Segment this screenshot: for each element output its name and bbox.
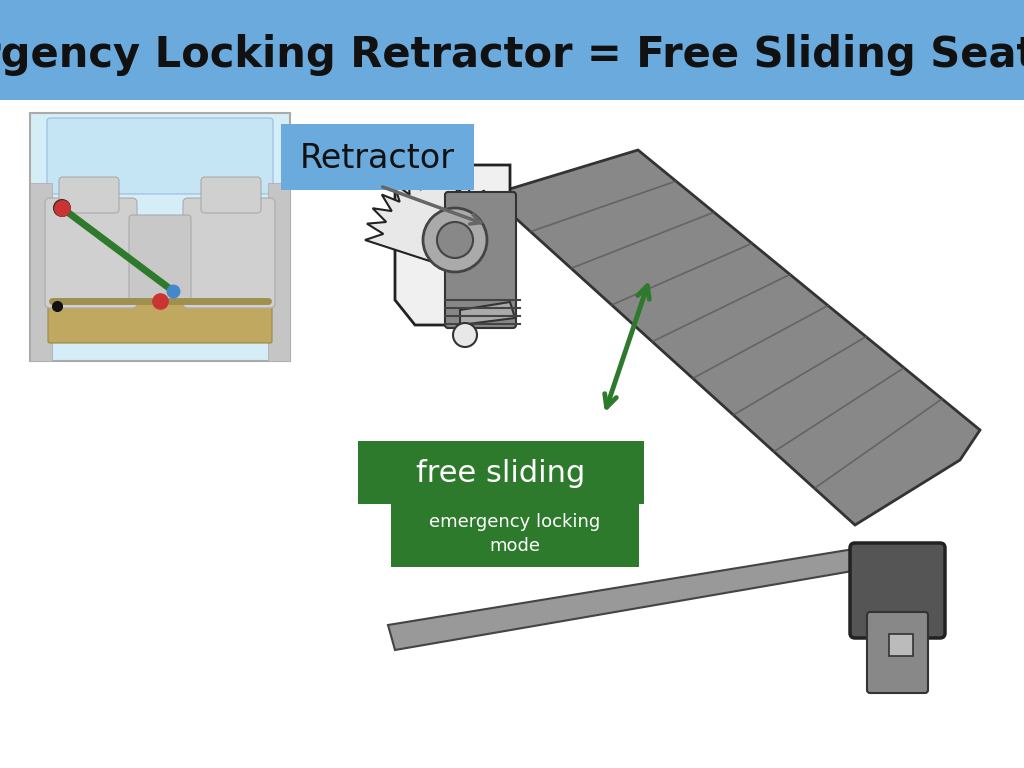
Circle shape [54,200,70,216]
Text: free sliding: free sliding [417,458,586,488]
FancyBboxPatch shape [889,634,913,656]
FancyBboxPatch shape [850,543,945,638]
Circle shape [437,222,473,258]
FancyBboxPatch shape [445,192,516,328]
Circle shape [423,208,487,272]
FancyBboxPatch shape [59,177,119,213]
FancyBboxPatch shape [358,441,644,504]
FancyBboxPatch shape [867,612,928,693]
FancyBboxPatch shape [201,177,261,213]
Text: Retractor: Retractor [299,141,455,174]
Circle shape [453,323,477,347]
FancyBboxPatch shape [268,183,290,361]
Polygon shape [490,150,980,525]
FancyBboxPatch shape [281,124,474,190]
Text: emergency locking
mode: emergency locking mode [429,513,601,554]
FancyBboxPatch shape [0,0,1024,100]
FancyBboxPatch shape [30,183,52,361]
FancyBboxPatch shape [30,113,290,361]
Polygon shape [388,548,870,650]
Polygon shape [395,165,510,325]
FancyBboxPatch shape [47,118,273,194]
FancyBboxPatch shape [391,501,639,567]
FancyBboxPatch shape [129,215,191,301]
Polygon shape [365,170,505,281]
Polygon shape [460,302,515,325]
FancyBboxPatch shape [183,198,275,308]
FancyBboxPatch shape [48,284,272,343]
Text: Emergency Locking Retractor = Free Sliding Seat Belt: Emergency Locking Retractor = Free Slidi… [0,34,1024,76]
FancyBboxPatch shape [45,198,137,308]
